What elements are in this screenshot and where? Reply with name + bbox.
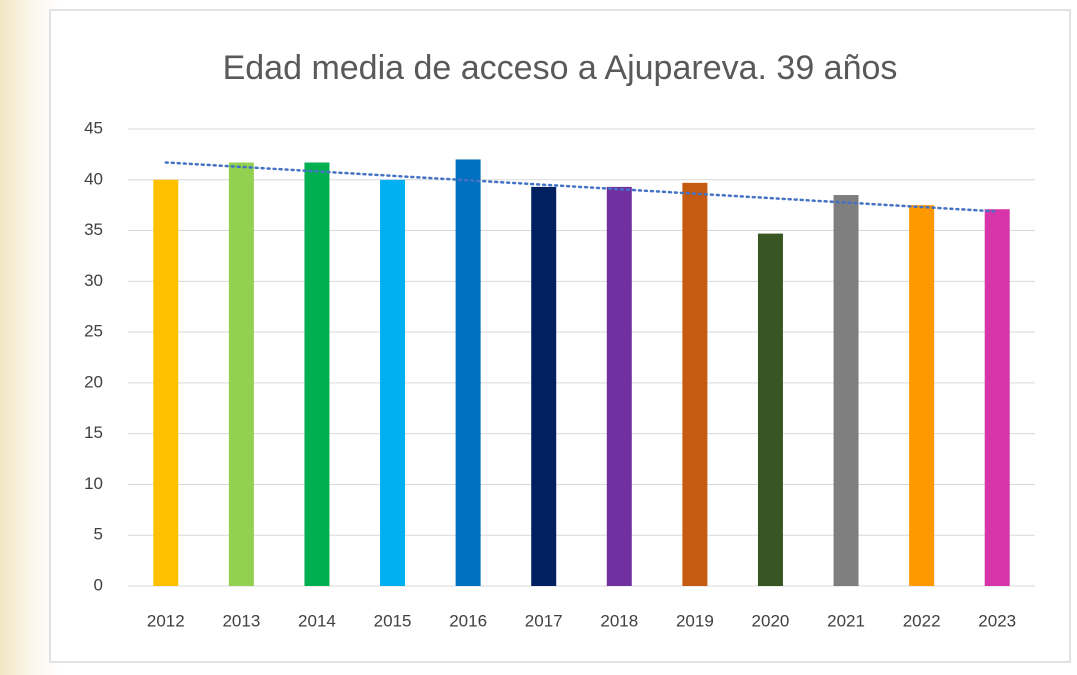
- bar: [304, 162, 330, 586]
- chart-panel: [49, 9, 1071, 663]
- y-tick-label: 0: [94, 575, 103, 594]
- y-tick-label: 10: [84, 474, 103, 493]
- bar: [833, 195, 859, 586]
- bar: [909, 205, 935, 586]
- x-tick-label: 2021: [827, 611, 865, 630]
- x-tick-label: 2023: [978, 611, 1016, 630]
- bar: [153, 179, 179, 586]
- x-tick-label: 2019: [676, 611, 714, 630]
- x-tick-label: 2016: [449, 611, 487, 630]
- y-tick-label: 20: [84, 372, 103, 391]
- bar: [606, 186, 632, 587]
- bar: [531, 186, 557, 587]
- bar: [682, 182, 708, 586]
- x-tick-label: 2012: [147, 611, 185, 630]
- x-tick-label: 2014: [298, 611, 336, 630]
- x-tick-label: 2022: [903, 611, 941, 630]
- x-tick-label: 2018: [600, 611, 638, 630]
- y-tick-label: 45: [84, 118, 103, 137]
- trendline: [164, 161, 999, 213]
- x-tick-label: 2015: [374, 611, 412, 630]
- y-tick-label: 25: [84, 322, 103, 341]
- bar: [455, 159, 481, 586]
- y-tick-label: 5: [94, 525, 103, 544]
- bar: [984, 209, 1010, 586]
- y-tick-label: 35: [84, 220, 103, 239]
- y-tick-label: 15: [84, 423, 103, 442]
- chart-title: Edad media de acceso a Ajupareva. 39 año…: [223, 49, 898, 87]
- bar: [228, 162, 254, 586]
- x-tick-label: 2020: [752, 611, 790, 630]
- x-tick-label: 2013: [222, 611, 260, 630]
- bar: [380, 179, 406, 586]
- x-tick-label: 2017: [525, 611, 563, 630]
- y-tick-label: 40: [84, 169, 103, 188]
- bar: [757, 233, 783, 586]
- y-tick-label: 30: [84, 271, 103, 290]
